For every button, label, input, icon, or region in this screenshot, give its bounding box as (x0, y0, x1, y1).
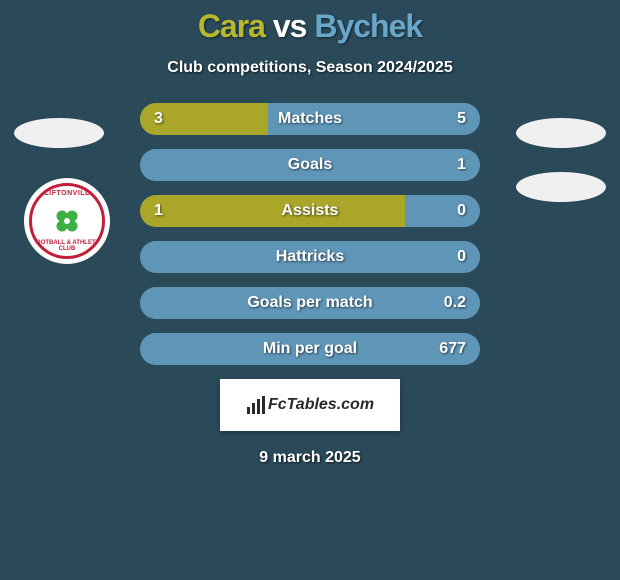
club-logo-right-1-icon (516, 118, 606, 148)
stat-value-left: 1 (154, 195, 163, 227)
stat-row: Matches3 5 (140, 103, 480, 135)
stat-row: Goals1 (140, 149, 480, 181)
stat-value-right: 1 (457, 149, 466, 181)
stat-row: Min per goal677 (140, 333, 480, 365)
stat-value-right: 5 (457, 103, 466, 135)
subtitle: Club competitions, Season 2024/2025 (0, 59, 620, 77)
stat-label: Goals per match (140, 287, 480, 319)
stat-value-right: 677 (439, 333, 466, 365)
club-logo-right-2-icon (516, 172, 606, 202)
club-badge-inner: CLIFTONVILLE FOOTBALL & ATHLETIC CLUB (29, 183, 105, 259)
chart-icon (246, 395, 266, 415)
vs-separator: vs (273, 8, 307, 44)
date: 9 march 2025 (0, 449, 620, 467)
stat-bars: Matches35Goals1Assists10Hattricks0Goals … (140, 103, 480, 365)
club-badge-icon: CLIFTONVILLE FOOTBALL & ATHLETIC CLUB (24, 178, 110, 264)
shamrock-icon (51, 205, 83, 237)
stat-label: Assists (140, 195, 480, 227)
stat-value-left: 3 (154, 103, 163, 135)
stat-row: Goals per match0.2 (140, 287, 480, 319)
watermark: FcTables.com (220, 379, 400, 431)
player-right-name: Bychek (314, 8, 422, 44)
comparison-infographic: Cara vs Bychek Club competitions, Season… (0, 0, 620, 580)
stat-value-right: 0.2 (444, 287, 466, 319)
stat-value-right: 0 (457, 241, 466, 273)
stat-row: Assists1 0 (140, 195, 480, 227)
club-logo-left-1-icon (14, 118, 104, 148)
page-title: Cara vs Bychek (0, 8, 620, 45)
badge-top-text: CLIFTONVILLE (32, 190, 102, 197)
stat-row: Hattricks0 (140, 241, 480, 273)
stat-label: Matches (140, 103, 480, 135)
stat-label: Hattricks (140, 241, 480, 273)
stat-label: Min per goal (140, 333, 480, 365)
player-left-name: Cara (198, 8, 265, 44)
stat-value-right: 0 (457, 195, 466, 227)
badge-bottom-text: FOOTBALL & ATHLETIC CLUB (32, 240, 102, 252)
watermark-text: FcTables.com (268, 396, 374, 414)
stat-label: Goals (140, 149, 480, 181)
